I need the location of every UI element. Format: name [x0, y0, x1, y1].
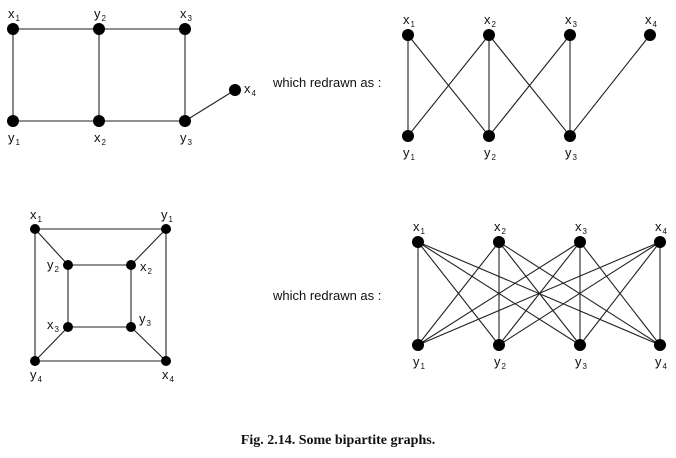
g1b-edge-x2-y1	[407, 34, 490, 137]
nodes-layer	[7, 23, 666, 366]
g2b-label-y4: y4	[655, 354, 668, 371]
g1-label-x3: x3	[180, 6, 193, 23]
redrawn-phrase-bottom: which redrawn as :	[272, 288, 381, 303]
g2b-vertex-x2	[493, 236, 505, 248]
g1-vertex-y1	[7, 115, 19, 127]
g1-label-x1: x1	[8, 6, 21, 23]
g1-edge-y3-x4	[184, 89, 236, 122]
g1b-vertex-y1	[402, 130, 414, 142]
g2-edge-x1-y2	[34, 228, 69, 266]
g2b-vertex-y1	[412, 339, 424, 351]
g1b-vertex-x4	[644, 29, 656, 41]
g2-vertex-y3	[126, 322, 136, 332]
g1-label-y1: y1	[8, 130, 21, 147]
g2b-label-x4: x4	[655, 219, 668, 236]
g2b-vertex-x3	[574, 236, 586, 248]
g2b-edge-x2-y1	[417, 241, 500, 346]
g1b-vertex-x2	[483, 29, 495, 41]
edges-layer	[12, 28, 661, 362]
g1-vertex-y3	[179, 115, 191, 127]
g1b-label-y1: y1	[403, 145, 416, 162]
g1b-label-x4: x4	[645, 12, 658, 29]
g1b-edge-x4-y3	[569, 34, 651, 137]
g1b-vertex-x1	[402, 29, 414, 41]
g2-label-y4: y4	[30, 367, 43, 384]
g1-vertex-x4	[229, 84, 241, 96]
g2b-label-x3: x3	[575, 219, 588, 236]
g1-vertex-x1	[7, 23, 19, 35]
g1b-vertex-y3	[564, 130, 576, 142]
figure-caption: Fig. 2.14. Some bipartite graphs.	[241, 433, 435, 448]
g2b-vertex-y2	[493, 339, 505, 351]
g2b-label-y2: y2	[494, 354, 507, 371]
g2-label-x4: x4	[162, 367, 175, 384]
g2-label-y2: y2	[47, 257, 60, 274]
g1b-edge-x3-y2	[488, 34, 571, 137]
g2b-label-x2: x2	[494, 219, 507, 236]
g2-label-y3: y3	[139, 311, 152, 328]
g2b-vertex-x1	[412, 236, 424, 248]
g2-edge-x4-y3	[130, 326, 167, 362]
g1b-label-x2: x2	[484, 12, 497, 29]
g1-vertex-x2	[93, 115, 105, 127]
g2-label-x1: x1	[30, 207, 43, 224]
g2b-edge-x4-y2	[498, 241, 661, 346]
g2b-vertex-x4	[654, 236, 666, 248]
g2-vertex-x1	[30, 224, 40, 234]
g2-edge-y4-x3	[34, 326, 69, 362]
g2-vertex-x2	[126, 260, 136, 270]
g1-label-y2: y2	[94, 6, 107, 23]
g1-label-x4: x4	[244, 81, 257, 98]
g2-vertex-y4	[30, 356, 40, 366]
g2-edge-y1-x2	[130, 228, 167, 266]
g2b-edge-x4-y3	[579, 241, 661, 346]
g1-label-y3: y3	[180, 130, 193, 147]
g1b-vertex-y2	[483, 130, 495, 142]
g2-vertex-y2	[63, 260, 73, 270]
g1-vertex-y2	[93, 23, 105, 35]
g2b-label-x1: x1	[413, 219, 426, 236]
g1-label-x2: x2	[94, 130, 107, 147]
g2b-label-y1: y1	[413, 354, 426, 371]
g2b-edge-x3-y1	[417, 241, 581, 346]
g1-vertex-x3	[179, 23, 191, 35]
g2-label-x3: x3	[47, 317, 60, 334]
g1b-label-x1: x1	[403, 12, 416, 29]
g2b-edge-x4-y1	[417, 241, 661, 346]
g2-vertex-x4	[161, 356, 171, 366]
g2b-vertex-y4	[654, 339, 666, 351]
g2-label-y1: y1	[161, 207, 174, 224]
g2-vertex-y1	[161, 224, 171, 234]
g1b-label-y3: y3	[565, 145, 578, 162]
g1b-label-y2: y2	[484, 145, 497, 162]
g1b-vertex-x3	[564, 29, 576, 41]
redrawn-phrase-top: which redrawn as :	[272, 75, 381, 90]
g2-label-x2: x2	[140, 259, 153, 276]
g2b-vertex-y3	[574, 339, 586, 351]
g2b-label-y3: y3	[575, 354, 588, 371]
g1b-label-x3: x3	[565, 12, 578, 29]
g2-vertex-x3	[63, 322, 73, 332]
